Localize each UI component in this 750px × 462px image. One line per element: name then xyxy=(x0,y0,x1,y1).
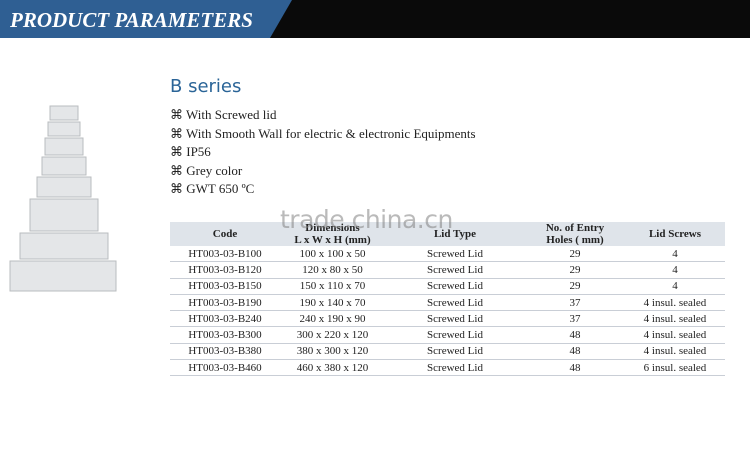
table-cell: 460 x 380 x 120 xyxy=(280,359,385,377)
header-bar xyxy=(0,0,750,38)
table-row: HT003-03-B300 300 x 220 x 120 Screwed Lid 4… xyxy=(170,326,725,344)
table-row: HT003-03-B100 100 x 100 x 50 Screwed Lid 29… xyxy=(170,246,725,263)
table-cell: Screwed Lid xyxy=(385,261,525,279)
spec-table: Code Dimensions L x W x H (mm) Lid Type No. … xyxy=(170,222,725,377)
table-cell: 4 xyxy=(625,261,725,279)
table-cell: HT003-03-B100 xyxy=(170,246,280,263)
header-line: Dimensions xyxy=(305,222,360,234)
table-cell: 240 x 190 x 90 xyxy=(280,310,385,328)
table-cell: 29 xyxy=(525,246,625,263)
header-line: No. of Entry xyxy=(545,222,605,234)
column-header: Code xyxy=(170,222,280,246)
table-cell: Screwed Lid xyxy=(385,359,525,377)
table-row: HT003-03-B460 460 x 380 x 120 Screwed Lid 4… xyxy=(170,359,725,377)
table-cell: HT003-03-B460 xyxy=(170,359,280,377)
table-cell: 4 xyxy=(625,278,725,295)
table-cell: 4 xyxy=(625,246,725,263)
table-cell: 120 x 80 x 50 xyxy=(280,261,385,279)
table-row: HT003-03-B380 380 x 300 x 120 Screwed Lid 4… xyxy=(170,343,725,361)
table-cell: 48 xyxy=(525,326,625,344)
table-cell: 190 x 140 x 70 xyxy=(280,294,385,312)
table-cell: HT003-03-B380 xyxy=(170,343,280,361)
table-cell: 48 xyxy=(525,359,625,377)
header-line: Lid Screws xyxy=(648,228,702,240)
header-tab xyxy=(0,0,292,38)
table-cell: 4 insul. sealed xyxy=(625,326,725,344)
table-row: HT003-03-B240 240 x 190 x 90 Screwed Lid 37… xyxy=(170,310,725,328)
table-cell: Screwed Lid xyxy=(385,278,525,295)
column-header: No. of Entry Holes ( mm) xyxy=(525,222,625,246)
table-cell: 300 x 220 x 120 xyxy=(280,326,385,344)
table-cell: 29 xyxy=(525,261,625,279)
table-cell: HT003-03-B120 xyxy=(170,261,280,279)
header-line: Lid Type xyxy=(433,228,477,240)
table-cell: 4 insul. sealed xyxy=(625,343,725,361)
table-cell: Screwed Lid xyxy=(385,343,525,361)
table-cell: 4 insul. sealed xyxy=(625,294,725,312)
header-line: Code xyxy=(212,228,238,240)
header-line: Holes ( mm) xyxy=(546,234,604,246)
table-cell: 100 x 100 x 50 xyxy=(280,246,385,263)
header-row: Code Dimensions L x W x H (mm) Lid Type No. … xyxy=(170,222,725,246)
table-cell: HT003-03-B240 xyxy=(170,310,280,328)
table-cell: HT003-03-B190 xyxy=(170,294,280,312)
table-cell: 6 insul. sealed xyxy=(625,359,725,377)
table-cell: 4 insul. sealed xyxy=(625,310,725,328)
table-cell: Screwed Lid xyxy=(385,326,525,344)
table-cell: 37 xyxy=(525,310,625,328)
feature: IP56 xyxy=(170,143,476,162)
table-cell: 29 xyxy=(525,278,625,295)
table-cell: 37 xyxy=(525,294,625,312)
column-header: Lid Type xyxy=(385,222,525,246)
table-row: HT003-03-B190 190 x 140 x 70 Screwed Lid 37… xyxy=(170,294,725,312)
table-cell: 150 x 110 x 70 xyxy=(280,278,385,295)
feature-list: With Screwed lidWith Smooth Wall for ele… xyxy=(170,106,476,199)
column-header: Lid Screws xyxy=(625,222,725,246)
watermark: trade.china.cn xyxy=(280,205,453,234)
feature: With Screwed lid xyxy=(170,106,476,125)
table-cell: Screwed Lid xyxy=(385,246,525,263)
table-row: HT003-03-B150 150 x 110 x 70 Screwed Lid 29… xyxy=(170,278,725,295)
feature: GWT 650 ºC xyxy=(170,180,476,199)
table-cell: HT003-03-B300 xyxy=(170,326,280,344)
series-title: B series xyxy=(170,76,242,97)
table-cell: 380 x 300 x 120 xyxy=(280,343,385,361)
table-cell: Screwed Lid xyxy=(385,310,525,328)
feature: With Smooth Wall for electric & electron… xyxy=(170,125,476,144)
table-cell: HT003-03-B150 xyxy=(170,278,280,295)
table-cell: Screwed Lid xyxy=(385,294,525,312)
column-header: Dimensions L x W x H (mm) xyxy=(280,222,385,246)
product-image xyxy=(9,105,117,292)
table-row: HT003-03-B120 120 x 80 x 50 Screwed Lid 29 4 xyxy=(170,261,725,279)
header-line: L x W x H (mm) xyxy=(294,234,371,246)
table-cell: 48 xyxy=(525,343,625,361)
header-title: PRODUCT PARAMETERS xyxy=(10,8,253,32)
feature: Grey color xyxy=(170,162,476,181)
